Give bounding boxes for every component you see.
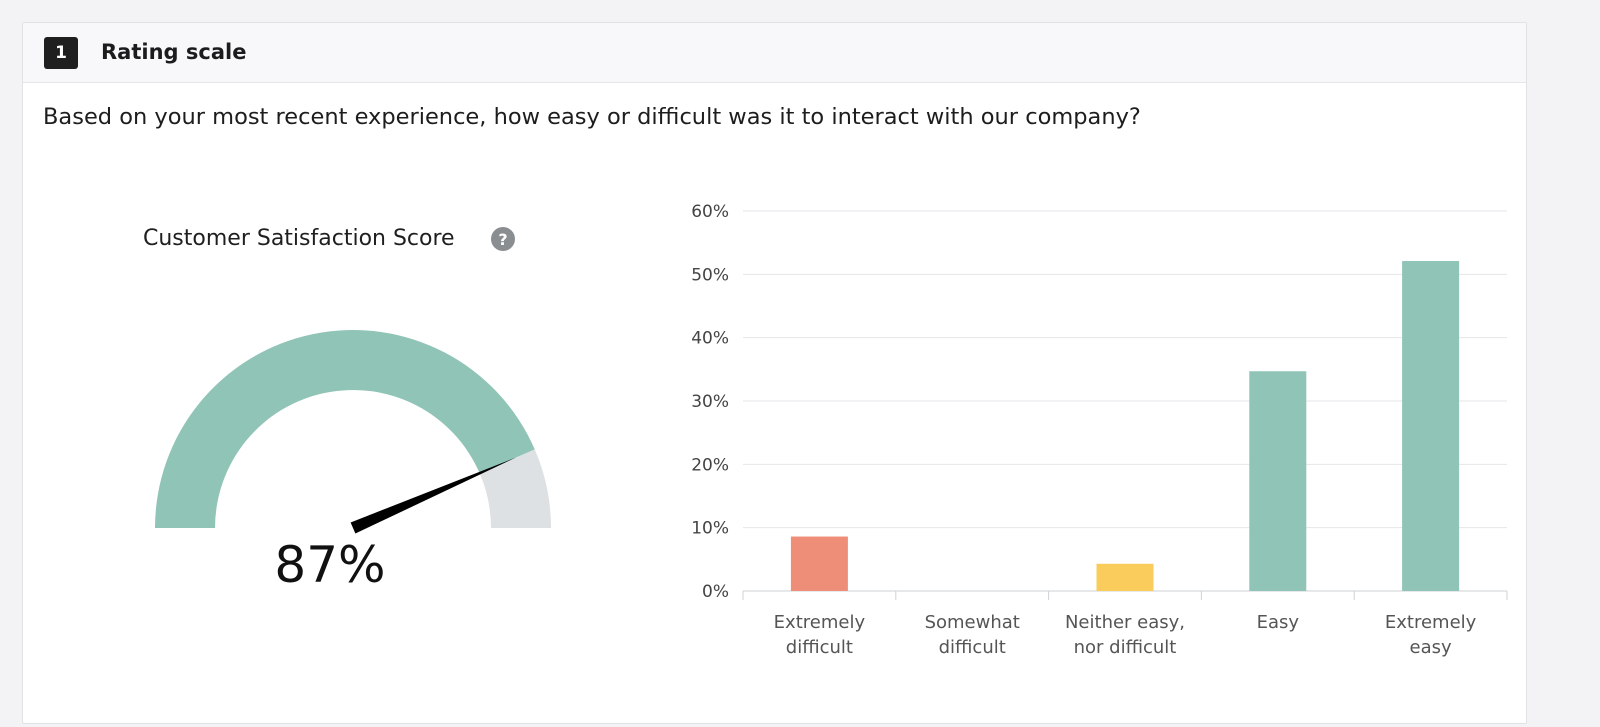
bar (790, 536, 848, 591)
gauge-title: Customer Satisfaction Score (143, 226, 455, 251)
x-category-label: Somewhat (925, 612, 1020, 633)
y-tick-label: 0% (702, 582, 729, 602)
gauge-chart (155, 330, 551, 534)
gauge-fill (155, 330, 535, 528)
bar (1402, 261, 1460, 591)
y-tick-label: 20% (691, 455, 729, 475)
x-category-label: Extremely (774, 612, 866, 633)
gauge-track (479, 449, 551, 528)
gauge-needle (350, 457, 517, 534)
question-header: 1 Rating scale (23, 23, 1526, 83)
question-type-label: Rating scale (101, 40, 247, 64)
x-category-label: Neither easy, (1065, 612, 1185, 633)
gauge-value: 87% (274, 536, 386, 594)
y-tick-label: 50% (691, 265, 729, 285)
x-category-label: Extremely (1385, 612, 1477, 633)
x-category-label: easy (1410, 637, 1452, 658)
x-category-label: nor difficult (1074, 637, 1177, 658)
y-tick-label: 60% (691, 202, 729, 222)
question-mark-icon[interactable]: ? (491, 227, 515, 251)
x-category-label: Easy (1257, 612, 1300, 633)
x-category-label: difficult (786, 637, 853, 658)
y-tick-label: 40% (691, 329, 729, 349)
y-tick-label: 30% (691, 392, 729, 412)
bar (1096, 563, 1154, 591)
bar (1249, 371, 1307, 591)
question-number-badge: 1 (44, 37, 78, 69)
question-text: Based on your most recent experience, ho… (43, 104, 1141, 130)
y-tick-label: 10% (691, 519, 729, 539)
bar-chart: 0% 10% 20% 30% 40% 50% 60% Extremely difficult So… (691, 202, 1508, 658)
x-category-label: difficult (939, 637, 1006, 658)
